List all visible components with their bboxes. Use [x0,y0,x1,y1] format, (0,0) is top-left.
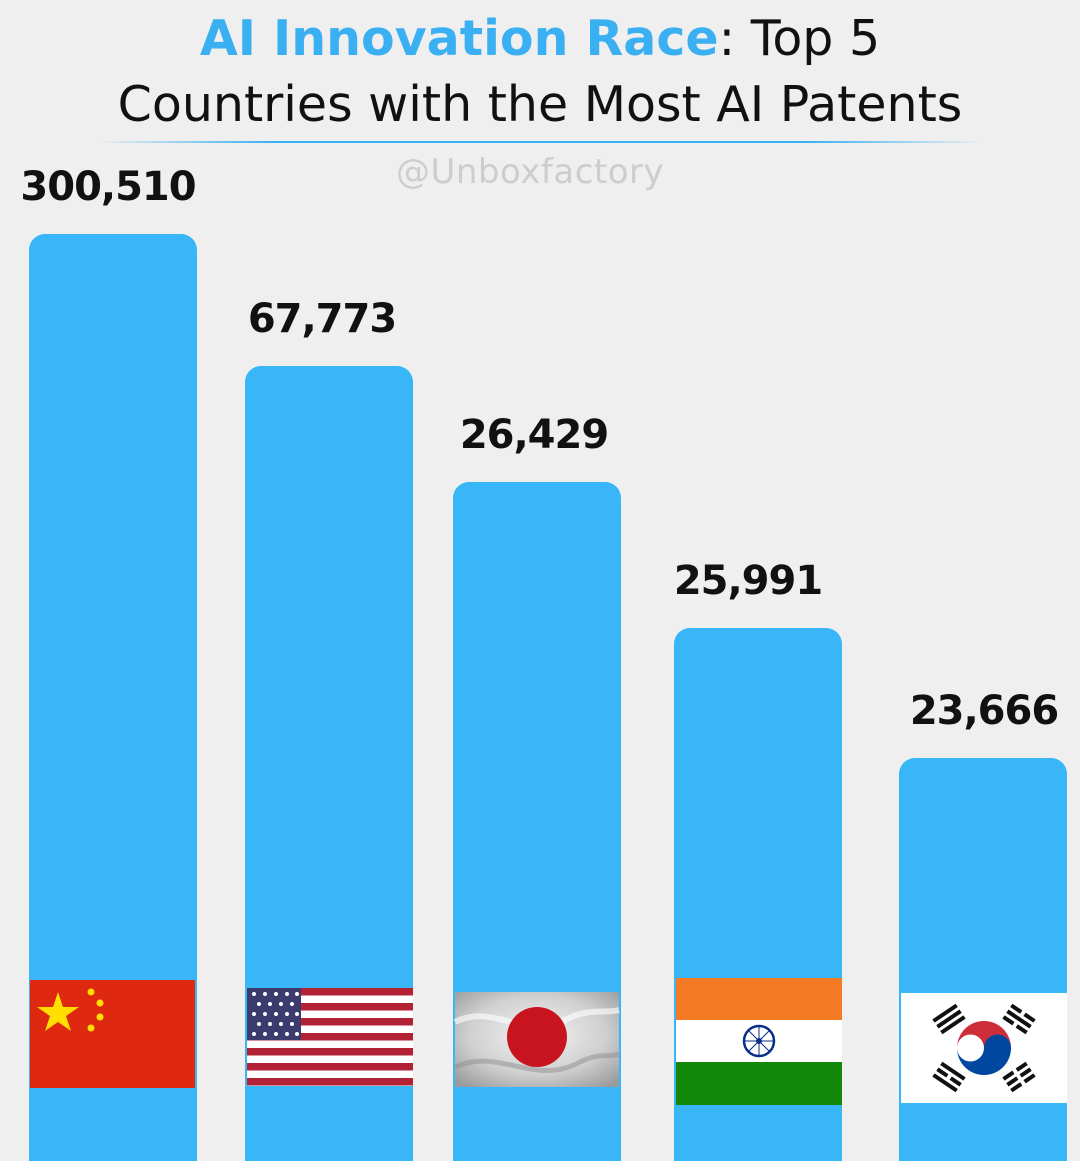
india-flag-icon [676,978,842,1105]
value-labels-group: 300,510 67,773 26,429 25,991 23,666 [20,164,1059,734]
china-flag-icon [30,980,195,1088]
south-korea-flag-icon [901,993,1067,1103]
bar-japan [453,482,621,1161]
watermark: @Unboxfactory [396,152,665,192]
title-divider [96,141,984,143]
bars-group [29,234,1067,1161]
bar-china [29,234,197,1161]
bar-united-states [245,366,413,1161]
japan-flag-icon [453,992,621,1087]
value-label-united-states: 67,773 [248,296,396,342]
value-label-india: 25,991 [674,558,822,604]
title-line-2: Countries with the Most AI Patents [117,76,963,133]
value-label-china: 300,510 [20,164,195,210]
title-highlight: AI Innovation Race [199,10,719,67]
title-rest: : Top 5 [718,10,881,67]
usa-flag-icon [247,988,413,1086]
value-label-japan: 26,429 [460,412,608,458]
value-label-south-korea: 23,666 [910,688,1058,734]
chart-title: AI Innovation Race: Top 5 Countries with… [0,6,1080,138]
